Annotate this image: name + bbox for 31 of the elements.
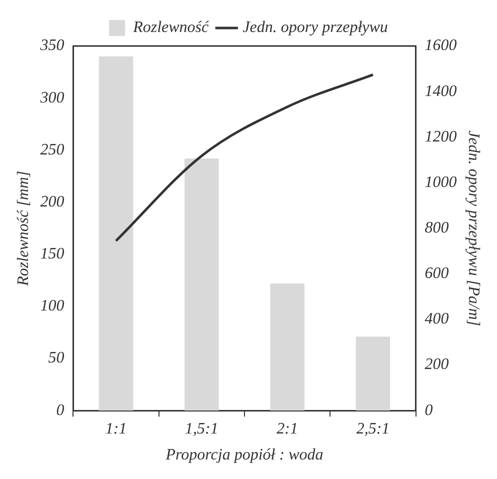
- y-tick-label: 350: [39, 37, 64, 54]
- bar: [184, 158, 219, 411]
- y-tick-label: 150: [40, 246, 64, 263]
- line-series: [114, 73, 374, 242]
- y2-tick-label: 200: [424, 356, 449, 374]
- x-tick-label: 1:1: [105, 420, 127, 438]
- legend-label: Jedn. opory przepływu: [242, 19, 388, 36]
- y-tick-label: 250: [40, 141, 64, 158]
- y-tick-label: 300: [39, 89, 64, 106]
- y-tick-label: 50: [48, 350, 64, 367]
- bar: [356, 336, 390, 411]
- y2-tick-label: 1200: [424, 128, 457, 146]
- y2-tick-label: 600: [424, 265, 449, 282]
- y-tick-label: 200: [40, 193, 64, 210]
- y2-tick-label: 1000: [424, 174, 457, 191]
- bar: [98, 56, 134, 411]
- y2-tick-label: 1600: [424, 37, 457, 54]
- x-tick-label: 2:1: [276, 420, 298, 438]
- y-tick-label: 0: [56, 402, 64, 419]
- legend-label: Rozlewność: [132, 19, 210, 36]
- bar: [270, 284, 304, 411]
- x-tick-label: 1,5:1: [185, 420, 218, 438]
- y-tick-label: 100: [40, 298, 64, 315]
- y2-tick-label: 1400: [424, 82, 457, 100]
- y-axis-title: Rozlewność [mm]: [14, 170, 32, 287]
- y2-tick-label: 0: [424, 402, 433, 419]
- x-tick-label: 2,5:1: [356, 420, 390, 438]
- y2-tick-label: 400: [424, 310, 449, 328]
- x-axis-title: Proporcja popiół : woda: [164, 446, 324, 464]
- y2-tick-label: 800: [424, 220, 449, 237]
- y2-axis-title: Jedn. opory przepływu [Pa/m]: [465, 130, 482, 326]
